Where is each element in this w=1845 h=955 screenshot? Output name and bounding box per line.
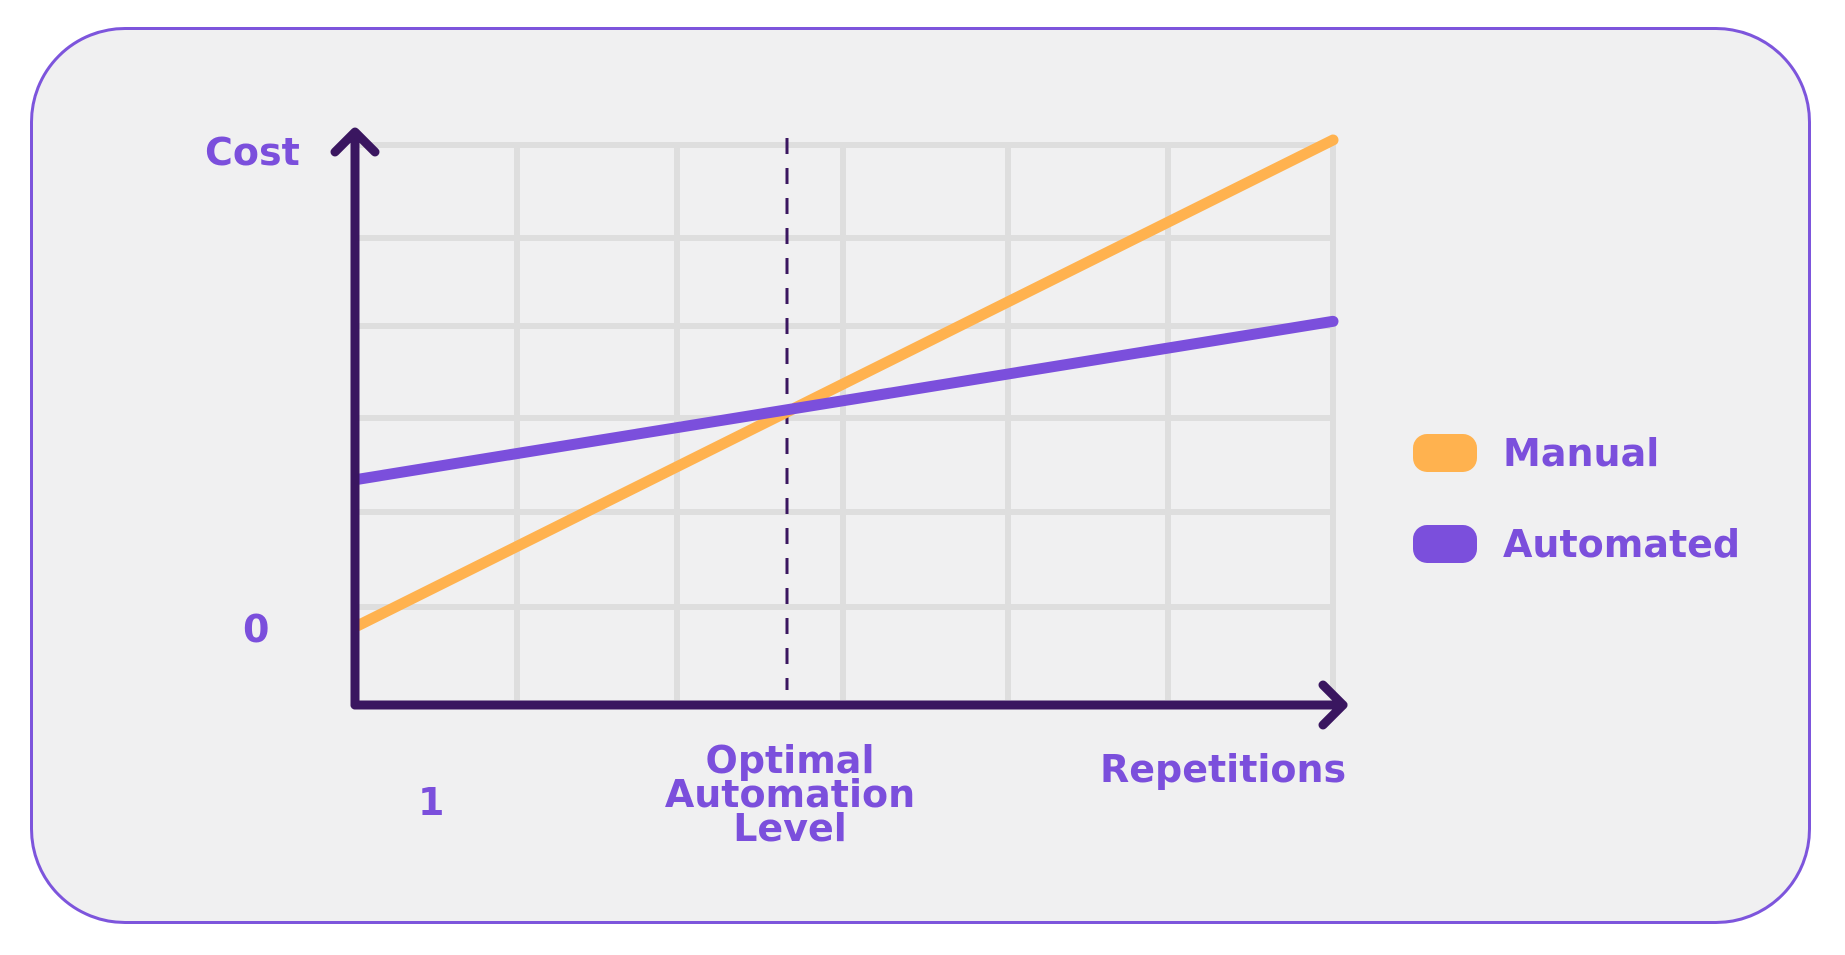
x-start-tick-label: 1 — [418, 780, 445, 824]
x-axis-arrowhead — [1318, 680, 1348, 730]
y-axis-arrowhead — [330, 127, 380, 157]
series-layer — [352, 134, 1339, 632]
axes — [330, 127, 1348, 730]
legend-swatch-automated — [1413, 525, 1477, 563]
series-line-automated — [352, 315, 1339, 485]
chart-card — [30, 27, 1811, 924]
grid — [355, 142, 1336, 700]
series-line-manual — [352, 134, 1339, 632]
legend-swatch-manual — [1413, 434, 1477, 472]
y-zero-tick-label: 0 — [243, 607, 270, 651]
legend-label-manual: Manual — [1503, 431, 1660, 475]
x-axis-label: Repetitions — [1100, 747, 1347, 791]
legend-item-manual: Manual — [1413, 431, 1659, 475]
y-axis-label: Cost — [205, 130, 300, 174]
legend-item-automated: Automated — [1413, 522, 1740, 566]
optimal-level-label: Optimal Automation Level — [664, 738, 916, 850]
legend-label-automated: Automated — [1503, 522, 1741, 566]
